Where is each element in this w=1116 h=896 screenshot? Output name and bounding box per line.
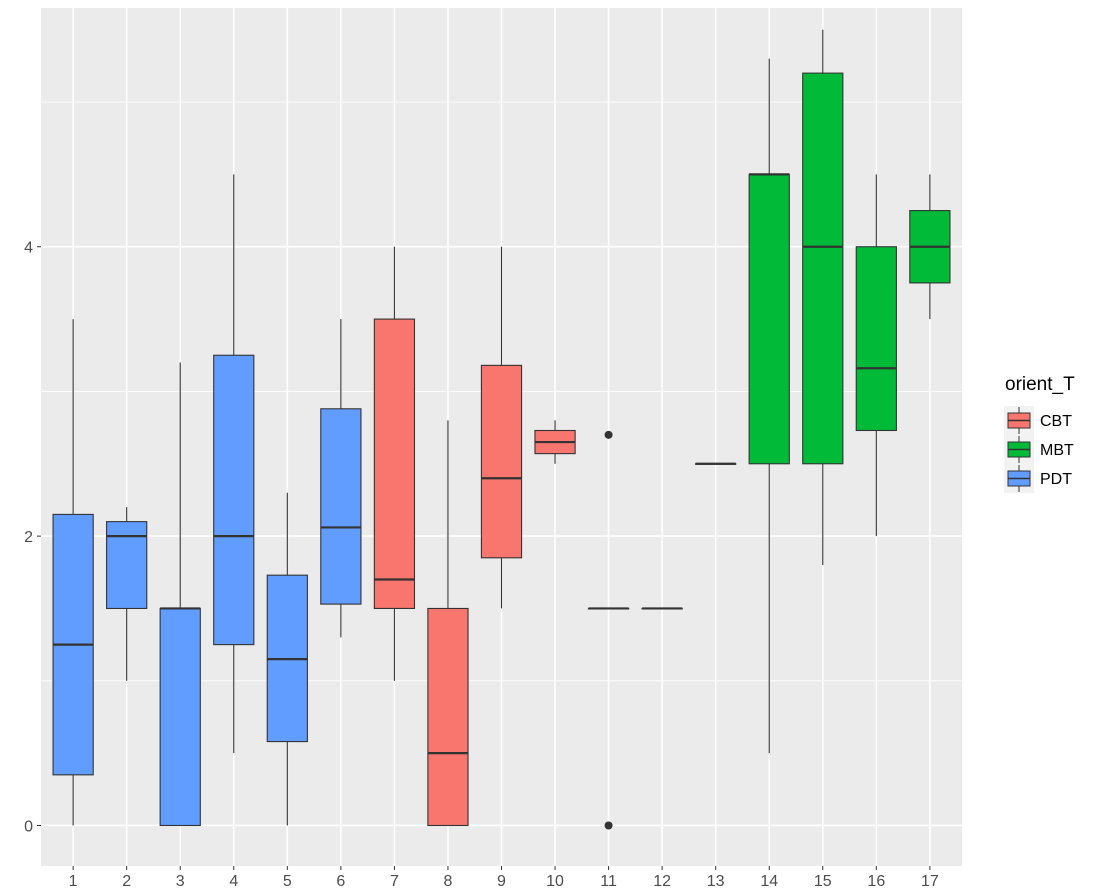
box-10: [534, 420, 576, 464]
box-rect: [213, 354, 255, 646]
x-tick-label: 2: [122, 873, 131, 890]
box-rect: [159, 607, 201, 827]
box-4: [213, 174, 255, 754]
legend-item-pdt: PDT: [1004, 464, 1072, 493]
x-tick-label: 17: [921, 873, 939, 890]
legend-label-mbt: MBT: [1040, 442, 1074, 459]
x-tick-label: 13: [707, 873, 725, 890]
box-5: [266, 492, 308, 826]
legend-label-pdt: PDT: [1040, 471, 1072, 488]
y-tick-label: 2: [24, 529, 33, 546]
box-rect: [855, 246, 897, 432]
box-12: [641, 607, 683, 610]
box-9: [480, 246, 523, 609]
box-rect: [427, 607, 469, 827]
box-rect: [320, 408, 362, 605]
y-tick-label: 4: [24, 240, 33, 257]
x-tick-label: 9: [497, 873, 506, 890]
legend-item-cbt: CBT: [1004, 406, 1072, 435]
x-tick-label: 1: [69, 873, 78, 890]
y-tick-label: 0: [24, 818, 33, 835]
box-rect: [480, 364, 523, 559]
box-17: [909, 174, 951, 320]
box-1: [52, 319, 94, 826]
box-15: [802, 29, 844, 566]
x-tick-label: 5: [283, 873, 292, 890]
legend-title: orient_T: [1005, 374, 1075, 395]
y-axis: 0 2 4: [24, 240, 41, 835]
x-tick-label: 3: [176, 873, 185, 890]
box-3: [159, 362, 201, 827]
box-rect: [373, 318, 416, 610]
x-tick-label: 15: [814, 873, 832, 890]
box-16: [855, 174, 897, 537]
x-axis: 1 2 3 4 5 6 7 8 9 10 11 12 13 14 15 16 17: [69, 866, 939, 890]
box-8: [427, 420, 469, 827]
outlier-point: [604, 821, 613, 830]
x-tick-label: 16: [867, 873, 885, 890]
x-tick-label: 6: [336, 873, 345, 890]
box-7: [373, 246, 416, 681]
box-14: [748, 58, 790, 754]
box-rect: [802, 72, 844, 465]
boxes-layer: [52, 29, 951, 830]
legend-label-cbt: CBT: [1040, 413, 1072, 430]
box-6: [320, 319, 362, 638]
x-tick-label: 11: [600, 873, 617, 890]
box-13: [695, 462, 737, 465]
x-tick-label: 10: [546, 873, 564, 890]
x-tick-label: 7: [390, 873, 399, 890]
box-11: [587, 430, 630, 830]
x-tick-label: 8: [444, 873, 453, 890]
box-2: [106, 507, 148, 681]
legend: orient_T CBT MBT PDT: [1004, 374, 1075, 493]
x-tick-label: 14: [760, 873, 778, 890]
x-tick-label: 12: [653, 873, 671, 890]
legend-item-mbt: MBT: [1004, 435, 1074, 464]
x-tick-label: 4: [229, 873, 238, 890]
box-rect: [106, 521, 148, 610]
box-rect: [748, 173, 790, 465]
outlier-point: [604, 430, 613, 439]
